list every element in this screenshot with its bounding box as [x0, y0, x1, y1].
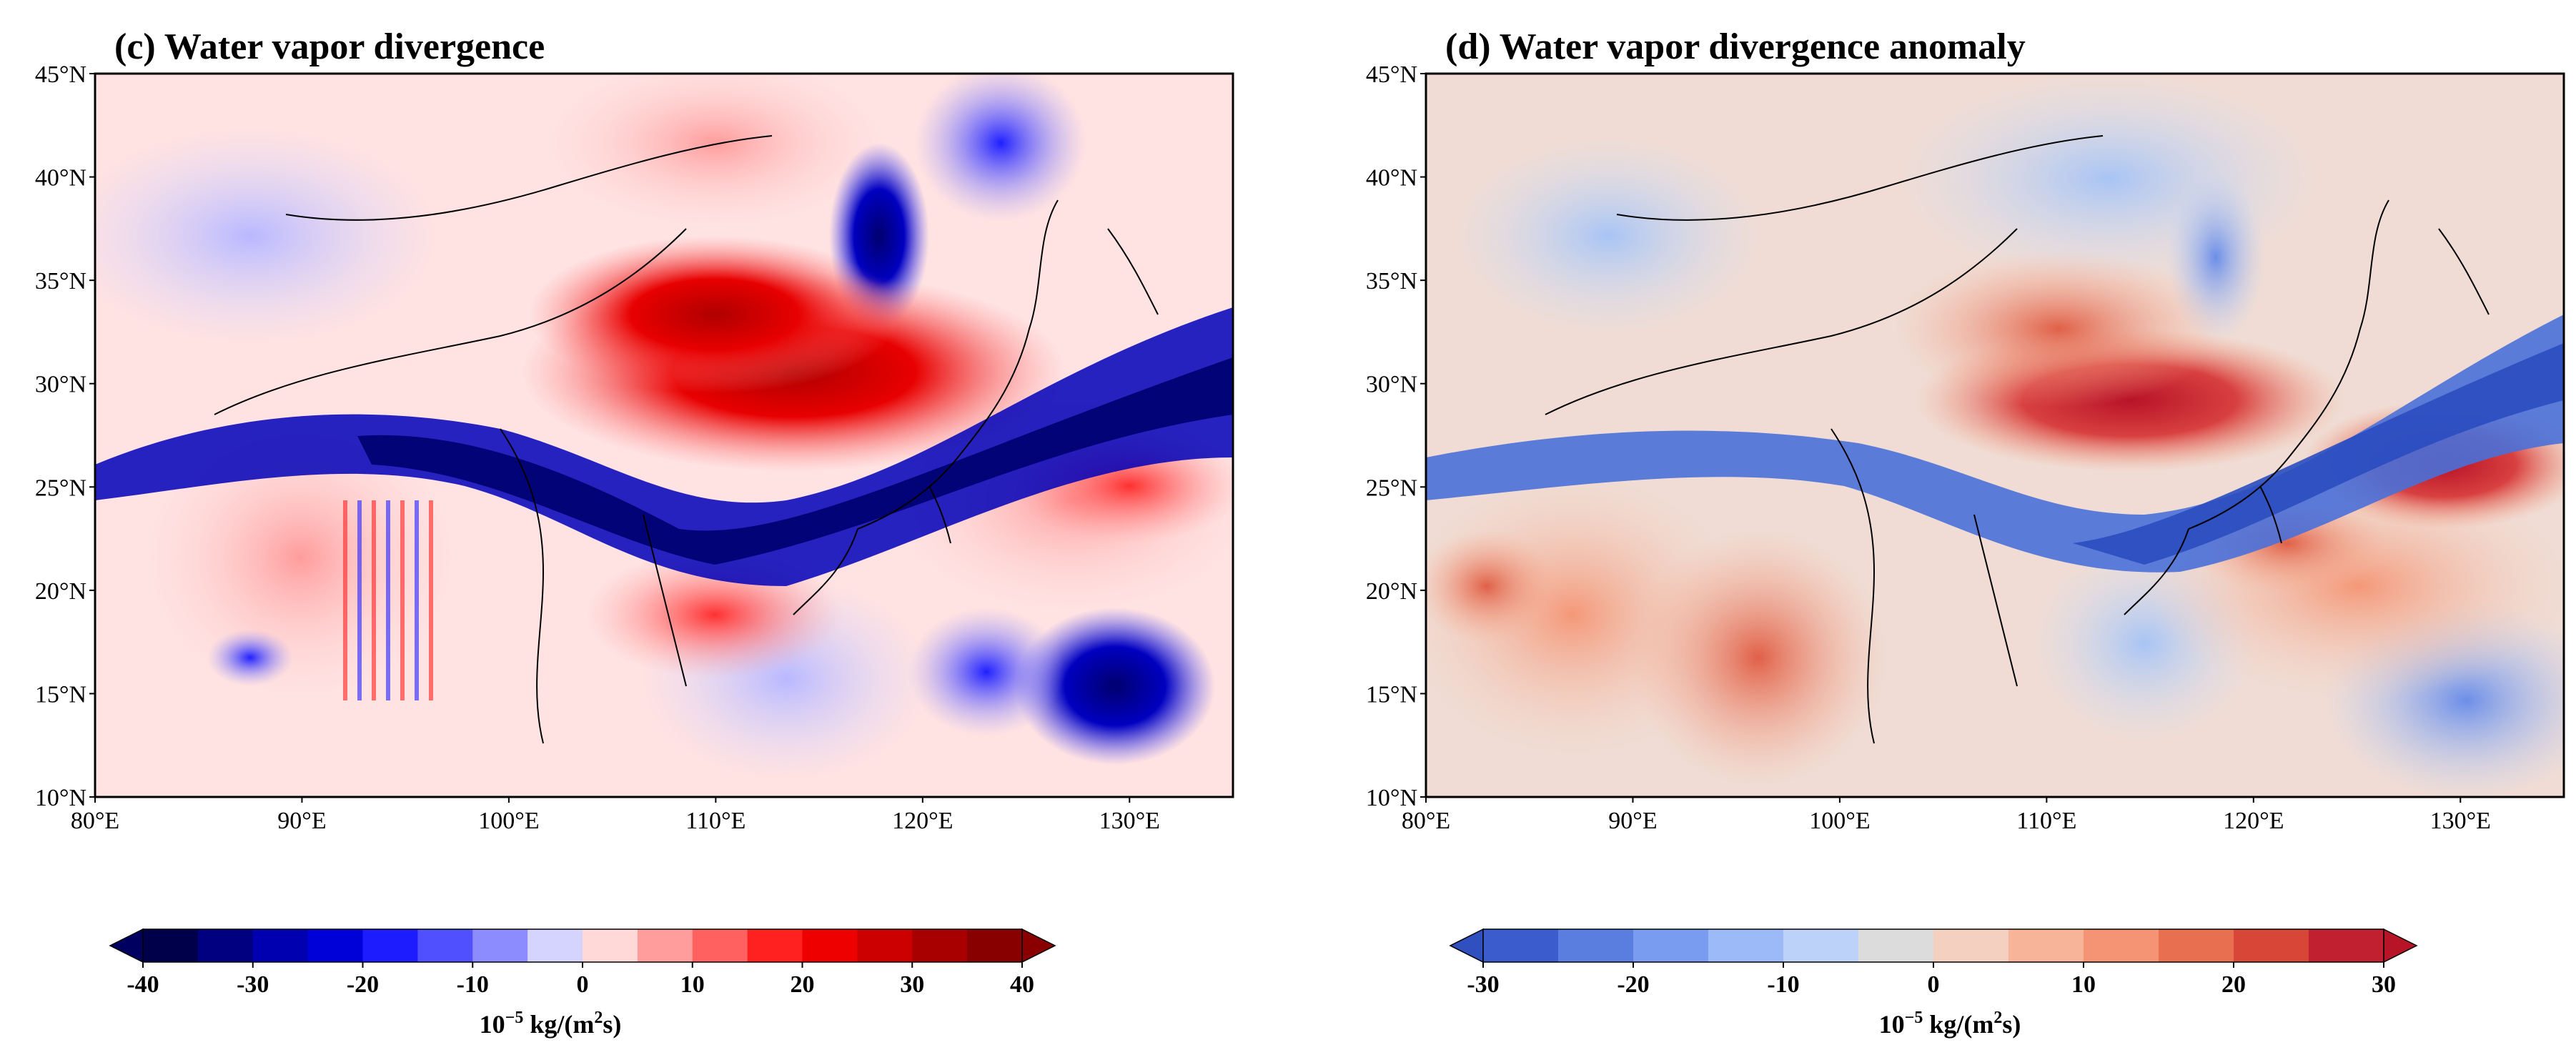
colorbar-segment [583, 929, 638, 962]
colorbar-segment [307, 929, 363, 962]
colorbar-segment [2159, 929, 2234, 962]
lat-tick-label: 10°N [35, 785, 86, 811]
lat-tick-label: 15°N [35, 681, 86, 708]
map-frame [1425, 72, 2565, 798]
colorbar-extend-high [2383, 928, 2418, 964]
field-map [1426, 74, 2564, 797]
colorbar-segment [143, 929, 199, 962]
colorbar-tick-label: -30 [1467, 971, 1499, 998]
field-map [95, 74, 1233, 797]
colorbar-segment [637, 929, 693, 962]
lat-axis: 45°N 40°N 35°N 30°N 25°N 20°N 15°N 10°N [35, 61, 95, 811]
lat-tick-label: 40°N [35, 165, 86, 192]
colorbar-tick-label: -20 [1617, 971, 1649, 998]
colorbar-extend-low [109, 928, 144, 964]
lon-tick-label: 80°E [1402, 808, 1450, 834]
lon-tick-label: 90°E [277, 808, 326, 834]
lat-tick-label: 45°N [35, 61, 86, 88]
colorbar-segment [417, 929, 473, 962]
lon-tick-label: 110°E [685, 808, 745, 834]
colorbar-segment [362, 929, 418, 962]
colorbar-tick-label: 40 [1010, 971, 1034, 998]
lat-tick-label: 25°N [1366, 475, 1417, 501]
colorbar-segment [197, 929, 254, 962]
colorbar-segment [1933, 929, 2009, 962]
colorbar-segment [1858, 929, 1934, 962]
colorbar-segment [2234, 929, 2309, 962]
colorbar-tick-label: -40 [127, 971, 159, 998]
lat-tick-label: 20°N [35, 578, 86, 605]
colorbar-tick-label: 0 [577, 971, 589, 998]
lat-tick-label: 15°N [1366, 681, 1417, 708]
lon-axis: 80°E 90°E 100°E 110°E 120°E 130°E [71, 797, 1160, 834]
colorbar-segment [692, 929, 748, 962]
colorbar-segment [252, 929, 309, 962]
colorbar-tick-label: 30 [2372, 971, 2396, 998]
lon-tick-label: 110°E [2016, 808, 2076, 834]
colorbar-tick-label: -10 [1767, 971, 1799, 998]
colorbar-segment [967, 929, 1023, 962]
panel-title: (c) Water vapor divergence [114, 26, 545, 67]
lat-tick-label: 40°N [1366, 165, 1417, 192]
lat-tick-label: 45°N [1366, 61, 1417, 88]
lon-tick-label: 120°E [892, 808, 953, 834]
lat-axis: 45°N 40°N 35°N 30°N 25°N 20°N 15°N 10°N [1366, 61, 1426, 811]
colorbar: -40 -30 -20 -10 0 10 20 30 40 [109, 928, 1056, 998]
colorbar-tick-label: 30 [900, 971, 924, 998]
colorbar-segment [912, 929, 968, 962]
lon-tick-label: 80°E [71, 808, 119, 834]
panel-d: (d) Water vapor divergence anomaly [1366, 26, 2565, 1039]
colorbar-tick-label: 20 [2221, 971, 2246, 998]
colorbar-segment [2084, 929, 2159, 962]
colorbar-segment [1708, 929, 1784, 962]
colorbar-segment [1783, 929, 1859, 962]
lon-tick-label: 120°E [2223, 808, 2284, 834]
colorbar-unit: 10−5 kg/(m2s) [1879, 1009, 2021, 1039]
colorbar-extend-low [1449, 928, 1484, 964]
colorbar-tick-label: 20 [791, 971, 815, 998]
lat-tick-label: 25°N [35, 475, 86, 501]
colorbar-segment [2309, 929, 2384, 962]
lon-axis: 80°E 90°E 100°E 110°E 120°E 130°E [1402, 797, 2491, 834]
lat-tick-label: 20°N [1366, 578, 1417, 605]
colorbar-segment [472, 929, 528, 962]
colorbar-unit: 10−5 kg/(m2s) [480, 1009, 622, 1039]
colorbar-segment [857, 929, 913, 962]
lon-tick-label: 130°E [2430, 808, 2491, 834]
colorbar-segment [802, 929, 858, 962]
panel-c: (c) Water vapor divergence [35, 26, 1234, 1039]
lon-tick-label: 100°E [1809, 808, 1870, 834]
lon-tick-label: 100°E [478, 808, 539, 834]
colorbar-tick-label: 10 [680, 971, 705, 998]
lat-tick-label: 30°N [1366, 372, 1417, 398]
lat-tick-label: 30°N [35, 372, 86, 398]
colorbar: -30 -20 -10 0 10 20 30 [1449, 928, 2418, 998]
colorbar-tick-label: -30 [237, 971, 269, 998]
colorbar-segment [2008, 929, 2084, 962]
colorbar-tick-label: 0 [1928, 971, 1940, 998]
colorbar-tick-label: 10 [2071, 971, 2096, 998]
lon-tick-label: 90°E [1608, 808, 1657, 834]
lat-tick-label: 35°N [1366, 268, 1417, 294]
lat-tick-label: 35°N [35, 268, 86, 294]
colorbar-segment [747, 929, 803, 962]
colorbar-tick-label: -10 [457, 971, 489, 998]
panel-title: (d) Water vapor divergence anomaly [1445, 26, 2026, 67]
colorbar-segment [527, 929, 583, 962]
lon-tick-label: 130°E [1099, 808, 1160, 834]
colorbar-segment [1633, 929, 1709, 962]
colorbar-segment [1483, 929, 1559, 962]
colorbar-tick-label: -20 [347, 971, 379, 998]
colorbar-segment [1558, 929, 1634, 962]
map-frame [94, 72, 1234, 798]
colorbar-extend-high [1021, 928, 1056, 964]
lat-tick-label: 10°N [1366, 785, 1417, 811]
